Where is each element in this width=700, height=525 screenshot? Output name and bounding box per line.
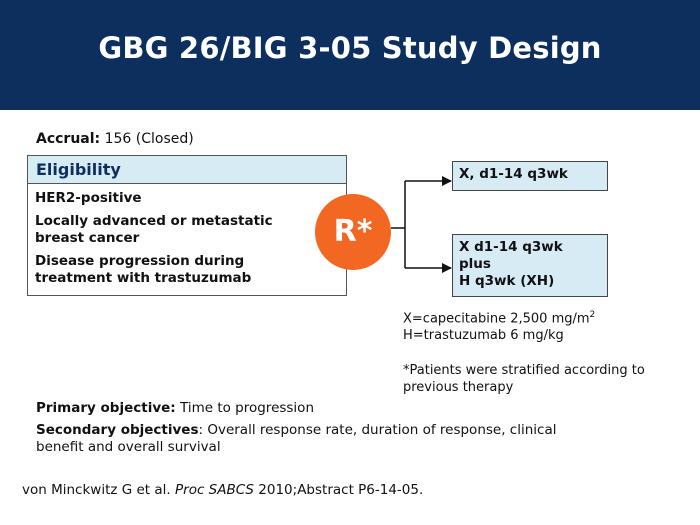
eligibility-item: Disease progression during treatment wit… [35,253,252,286]
h-definition: H=trastuzumab 6 mg/kg [403,328,564,344]
accrual-value: 156 (Closed) [104,131,194,147]
treatment-arm-2: X d1-14 q3wk plus H q3wk (XH) [452,234,608,297]
randomization-circle: R* [315,194,391,270]
slide-title: GBG 26/BIG 3-05 Study Design [98,31,602,65]
arm-line: X d1-14 q3wk [459,239,563,255]
title-bar: GBG 26/BIG 3-05 Study Design [0,0,700,110]
arm-line: X, d1-14 q3wk [459,166,568,182]
secondary-objectives: Secondary objectives: Overall response r… [36,422,596,456]
abbreviation-definitions: X=capecitabine 2,500 mg/m2 H=trastuzumab… [403,307,595,344]
reference-citation: von Minckwitz G et al. Proc SABCS 2010;A… [22,482,424,498]
journal-name: Proc SABCS [175,482,254,498]
treatment-arm-1: X, d1-14 q3wk [452,161,608,191]
eligibility-heading: Eligibility [28,156,346,184]
secondary-objectives-label: Secondary objectives [36,422,199,438]
accrual-label: Accrual: [36,131,101,147]
arm-line: H q3wk (XH) [459,273,555,289]
secondary-objectives-text: : Overall response rate, duration of res… [36,422,557,455]
eligibility-box: Eligibility HER2-positive Locally advanc… [27,155,347,296]
x-definition: X=capecitabine 2,500 mg/m2 [403,310,596,327]
primary-objective-text: Time to progression [179,400,315,416]
eligibility-item: HER2-positive [35,190,142,206]
stratification-note: *Patients were stratified according to p… [403,363,645,395]
eligibility-item: Locally advanced or metastatic breast ca… [35,213,273,246]
arm-line: plus [459,256,491,272]
accrual-line: Accrual: 156 (Closed) [36,131,194,147]
primary-objective: Primary objective: Time to progression [36,400,314,417]
primary-objective-label: Primary objective: [36,400,176,416]
